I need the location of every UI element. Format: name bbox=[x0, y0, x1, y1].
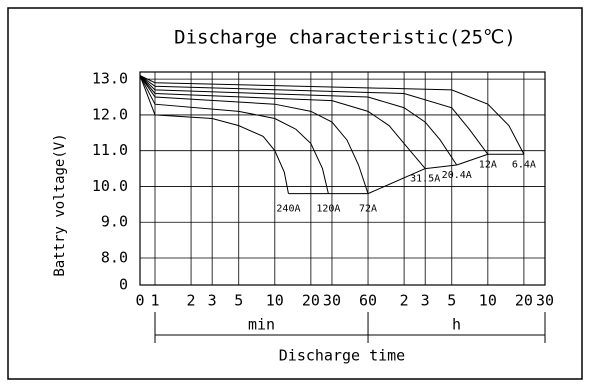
cutoff-line bbox=[425, 164, 457, 170]
y-axis-label: Battry voltage(V) bbox=[52, 133, 68, 276]
y-tick-label: 12.0 bbox=[92, 105, 128, 123]
curve-label: 240A bbox=[276, 204, 300, 215]
x-tick-label: 0 bbox=[135, 292, 144, 310]
discharge-curve bbox=[139, 75, 426, 169]
curve-label: 6.4A bbox=[512, 159, 536, 170]
x-tick-label: 30 bbox=[323, 292, 341, 310]
cutoff-line bbox=[367, 168, 426, 195]
y-tick-label: 9.0 bbox=[101, 213, 128, 231]
discharge-curve bbox=[139, 75, 458, 166]
x-tick-label: 2 bbox=[187, 292, 196, 310]
x-axis-label: Discharge time bbox=[279, 347, 405, 365]
x-tick-label: 20 bbox=[302, 292, 320, 310]
x-tick-label: 5 bbox=[447, 292, 456, 310]
curve-label: 12A bbox=[479, 159, 497, 170]
discharge-curve bbox=[139, 75, 489, 155]
x-tick-label: 10 bbox=[479, 292, 497, 310]
discharge-curve bbox=[139, 75, 525, 155]
y-tick-label: 10.0 bbox=[92, 177, 128, 195]
y-tick-label: 8.0 bbox=[101, 249, 128, 267]
x-tick-label: 5 bbox=[234, 292, 243, 310]
y-tick-label: 11.0 bbox=[92, 141, 128, 159]
x-tick-label: 3 bbox=[208, 292, 217, 310]
y-tick-label: 13.0 bbox=[92, 70, 128, 88]
plot-border bbox=[139, 71, 546, 286]
x-group-label: h bbox=[452, 316, 461, 334]
frame bbox=[7, 7, 583, 380]
discharge-curve bbox=[139, 75, 369, 194]
y-tick-label: 0 bbox=[119, 276, 128, 294]
x-tick-label: 3 bbox=[421, 292, 430, 310]
curve-label: 20.4A bbox=[442, 170, 472, 181]
x-tick-label: 2 bbox=[400, 292, 409, 310]
x-tick-label: 60 bbox=[359, 292, 377, 310]
chart-title: Discharge characteristic(25℃) bbox=[174, 27, 516, 49]
curve-label: 31.5A bbox=[410, 174, 440, 185]
x-group-label: min bbox=[248, 316, 275, 334]
x-tick-label: 1 bbox=[150, 292, 159, 310]
x-tick-label: 20 bbox=[515, 292, 533, 310]
discharge-curve bbox=[139, 75, 329, 194]
curve-label: 72A bbox=[359, 204, 377, 215]
cutoff-line bbox=[456, 153, 489, 166]
curve-label: 120A bbox=[316, 204, 340, 215]
discharge-curve bbox=[139, 75, 289, 194]
x-tick-label: 10 bbox=[266, 292, 284, 310]
x-tick-label: 30 bbox=[536, 292, 554, 310]
